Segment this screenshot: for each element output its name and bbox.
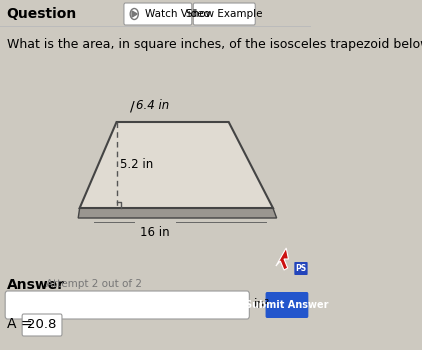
Text: Submit Answer: Submit Answer [245, 300, 329, 310]
Text: in²: in² [254, 299, 270, 312]
FancyBboxPatch shape [5, 291, 249, 319]
Text: Question: Question [6, 7, 76, 21]
Text: PS: PS [295, 264, 306, 273]
Text: Attempt 2 out of 2: Attempt 2 out of 2 [46, 279, 142, 289]
FancyBboxPatch shape [22, 314, 62, 336]
Text: 20.8: 20.8 [27, 318, 57, 331]
FancyBboxPatch shape [294, 262, 308, 275]
FancyBboxPatch shape [265, 292, 308, 318]
Text: What is the area, in square inches, of the isosceles trapezoid below?: What is the area, in square inches, of t… [7, 38, 422, 51]
FancyBboxPatch shape [193, 3, 255, 25]
Text: /: / [130, 100, 135, 114]
Polygon shape [132, 11, 137, 17]
Text: Watch Video: Watch Video [145, 9, 210, 19]
Polygon shape [276, 248, 288, 270]
Text: A =: A = [7, 317, 33, 331]
Text: 5.2 in: 5.2 in [120, 159, 154, 172]
Text: 16 in: 16 in [140, 226, 170, 239]
Polygon shape [80, 122, 273, 208]
Polygon shape [78, 208, 277, 218]
Text: Answer: Answer [7, 278, 65, 292]
Text: 6.4 in: 6.4 in [136, 99, 169, 112]
Text: Show Example: Show Example [186, 9, 262, 19]
FancyBboxPatch shape [124, 3, 192, 25]
